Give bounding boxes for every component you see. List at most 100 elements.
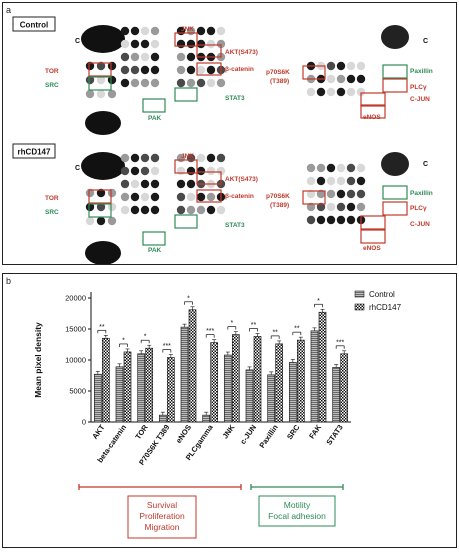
bar-control bbox=[115, 366, 124, 423]
bar-rhcd147 bbox=[145, 347, 154, 423]
blot-spot bbox=[356, 163, 366, 173]
blot-rhcd147: rhCD147 C C JNK AKT(S473) β-catenin STAT3 TOR SR… bbox=[12, 143, 433, 265]
sig-marker: * bbox=[230, 320, 233, 327]
x-tick-label: JNK bbox=[220, 423, 236, 441]
blot-label-plc: PLCγ bbox=[410, 84, 427, 91]
blot-spot bbox=[306, 176, 316, 186]
blot-spot bbox=[196, 26, 206, 36]
reference-spot bbox=[85, 111, 121, 135]
highlight-box-akt bbox=[196, 171, 222, 185]
blot-spot bbox=[176, 192, 186, 202]
blot-spot bbox=[346, 87, 356, 97]
blot-label-stat3: STAT3 bbox=[225, 95, 245, 102]
blot-control: Control C C JNK AKT(S473) β-catenin STAT3 TOR SR… bbox=[12, 16, 433, 135]
blot-spot bbox=[96, 188, 106, 198]
blot-spot bbox=[120, 52, 130, 62]
blot-spot bbox=[150, 26, 160, 36]
bar-rhcd147 bbox=[275, 343, 284, 423]
c-marker: C bbox=[75, 38, 80, 45]
blot-spot bbox=[96, 202, 106, 212]
rhcd147-label: rhCD147 bbox=[18, 148, 51, 157]
y-axis-title: Mean pixel density bbox=[33, 322, 43, 398]
reference-spot bbox=[381, 152, 409, 176]
bar-control bbox=[288, 362, 297, 423]
motility-text: Focal adhesion bbox=[268, 511, 326, 521]
blot-spot bbox=[326, 163, 336, 173]
blot-spot bbox=[120, 153, 130, 163]
highlight-box-stat3 bbox=[174, 214, 198, 229]
blot-spot bbox=[196, 65, 206, 75]
sig-marker: *** bbox=[336, 339, 344, 346]
blot-spot bbox=[196, 166, 206, 176]
x-tick-label: FAK bbox=[307, 423, 323, 441]
highlight-box-p70 bbox=[302, 190, 326, 205]
blot-spot bbox=[85, 216, 95, 226]
blot-arrays-image: Control C C JNK AKT(S473) β-catenin STAT3 TOR SR… bbox=[12, 16, 433, 265]
reference-spot bbox=[81, 152, 125, 180]
blot-spot bbox=[150, 153, 160, 163]
panel-b-bar-chart: b 0 5000 10000 15000 20000 Mean pixel density… bbox=[2, 273, 457, 548]
blot-label-jnk: JNK bbox=[181, 26, 194, 33]
blot-spot bbox=[140, 166, 150, 176]
blot-spot bbox=[206, 166, 216, 176]
blot-spot bbox=[306, 202, 316, 212]
blot-spot bbox=[120, 26, 130, 36]
blot-spot bbox=[120, 78, 130, 88]
blot-spot bbox=[107, 202, 117, 212]
panel-letter-b: b bbox=[6, 276, 12, 286]
blot-spot bbox=[316, 87, 326, 97]
y-tick-label: 20000 bbox=[65, 294, 86, 303]
blot-spot bbox=[186, 179, 196, 189]
blot-spot bbox=[336, 215, 346, 225]
blot-spot bbox=[306, 215, 316, 225]
blot-spot bbox=[196, 153, 206, 163]
blot-spot bbox=[196, 205, 206, 215]
blot-spot bbox=[140, 205, 150, 215]
x-tick-label: eNOS bbox=[174, 423, 193, 445]
sig-marker: *** bbox=[163, 343, 171, 350]
bar-control bbox=[180, 326, 189, 423]
blot-spot bbox=[130, 26, 140, 36]
survival-text: Proliferation bbox=[139, 511, 185, 521]
blot-spot bbox=[346, 74, 356, 84]
blot-spot bbox=[107, 188, 117, 198]
blot-spot bbox=[150, 78, 160, 88]
panel-a-blot-arrays: a Control C C JNK AKT(S473) β-catenin STAT3 TOR… bbox=[2, 2, 457, 265]
bar-rhcd147 bbox=[340, 353, 349, 423]
blot-spot bbox=[186, 205, 196, 215]
blot-spot bbox=[176, 65, 186, 75]
blot-spot bbox=[356, 189, 366, 199]
blot-label-jnk: JNK bbox=[181, 153, 194, 160]
bar-rhcd147 bbox=[123, 351, 132, 423]
reference-spot bbox=[85, 241, 121, 265]
blot-spot bbox=[336, 74, 346, 84]
bar-control bbox=[137, 353, 146, 423]
blot-spot bbox=[336, 176, 346, 186]
blot-spot bbox=[150, 179, 160, 189]
blot-spot bbox=[336, 202, 346, 212]
blot-spot bbox=[316, 176, 326, 186]
bar-rhcd147 bbox=[318, 311, 327, 423]
highlight-box-cjun bbox=[360, 215, 386, 230]
y-tick-label: 10000 bbox=[65, 356, 86, 365]
highlight-box-p70 bbox=[302, 65, 326, 80]
blot-spot bbox=[306, 189, 316, 199]
blot-label-cjun: C-JUN bbox=[410, 221, 430, 228]
sig-marker: ** bbox=[251, 322, 257, 329]
highlight-box-plc bbox=[382, 201, 408, 216]
bar-control bbox=[158, 414, 167, 423]
blot-spot bbox=[356, 74, 366, 84]
blot-label-stat3: STAT3 bbox=[225, 222, 245, 229]
x-tick-label: Paxillin bbox=[257, 423, 280, 450]
blot-spot bbox=[206, 26, 216, 36]
bar-rhcd147 bbox=[210, 342, 219, 423]
panel-letter-a: a bbox=[6, 5, 12, 15]
bar-control bbox=[93, 373, 102, 423]
blot-spot bbox=[336, 61, 346, 71]
blot-spot bbox=[326, 61, 336, 71]
blot-spot bbox=[326, 176, 336, 186]
reference-spot bbox=[381, 25, 409, 49]
sig-marker: ** bbox=[272, 329, 278, 336]
blot-spot bbox=[176, 78, 186, 88]
